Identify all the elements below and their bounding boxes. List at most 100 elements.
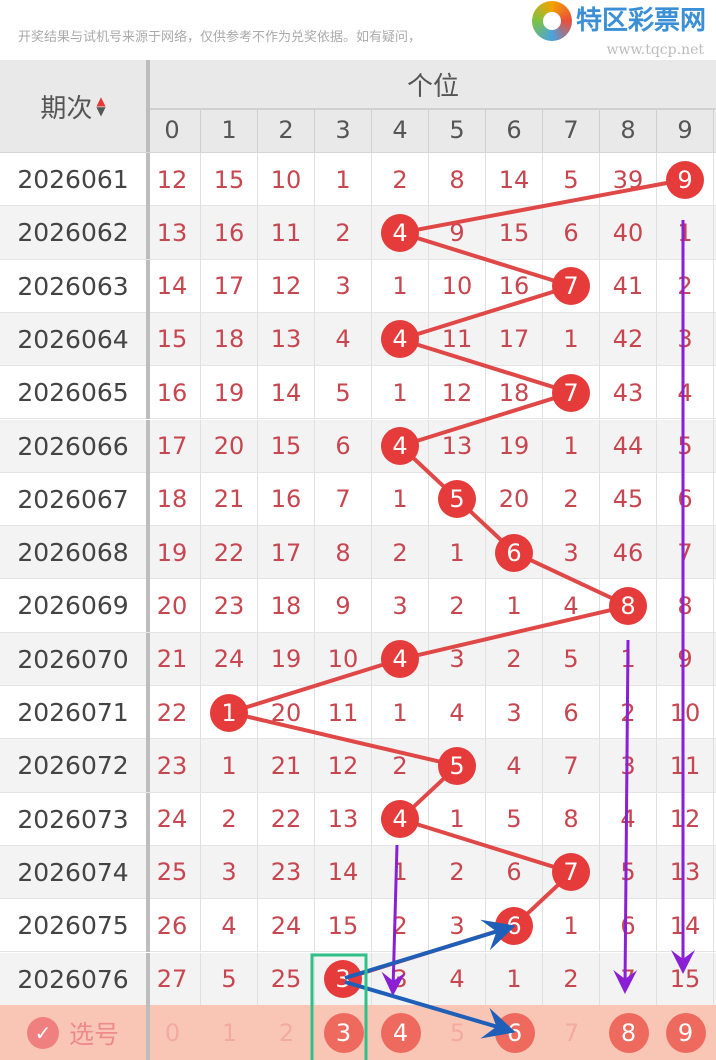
select-digit-5[interactable]: 5 bbox=[449, 1018, 466, 1047]
winning-digit-cell: 1 bbox=[201, 686, 258, 739]
digit-header-3: 3 bbox=[315, 108, 372, 152]
miss-count-cell: 4 bbox=[315, 312, 372, 366]
selected-digit-ball: 3 bbox=[323, 1012, 364, 1053]
miss-count-cell: 17 bbox=[144, 419, 201, 473]
winning-digit-cell: 6 bbox=[486, 899, 543, 953]
miss-count-cell: 43 bbox=[600, 366, 657, 420]
miss-count-cell: 24 bbox=[144, 792, 201, 846]
select-digit-2[interactable]: 2 bbox=[278, 1018, 295, 1047]
miss-count-cell: 12 bbox=[657, 792, 714, 846]
miss-count-cell: 8 bbox=[429, 153, 486, 206]
miss-count-cell: 21 bbox=[258, 739, 315, 793]
digit-header-9: 9 bbox=[657, 108, 714, 152]
table-row: 2026070 21 24 19 10 4 3 2 5 1 9 bbox=[0, 632, 716, 686]
select-digit-6[interactable]: 6 bbox=[486, 1005, 543, 1060]
winning-digit-cell: 7 bbox=[543, 259, 600, 313]
select-digit-1[interactable]: 1 bbox=[221, 1018, 238, 1047]
miss-count-cell: 7 bbox=[600, 952, 657, 1006]
miss-count-cell: 13 bbox=[258, 312, 315, 366]
winning-ball: 4 bbox=[381, 640, 419, 679]
period-sort-header[interactable]: 期次 ▲ ▼ bbox=[0, 60, 150, 152]
selected-digit-ball: 4 bbox=[380, 1012, 421, 1053]
miss-count-cell: 2 bbox=[543, 952, 600, 1006]
miss-count-cell: 19 bbox=[258, 632, 315, 686]
miss-count-cell: 1 bbox=[543, 419, 600, 473]
table-row: 2026069 20 23 18 9 3 2 1 4 8 8 bbox=[0, 579, 716, 633]
miss-count-cell: 17 bbox=[201, 259, 258, 313]
select-digit-7[interactable]: 7 bbox=[563, 1018, 580, 1047]
miss-count-cell: 18 bbox=[258, 579, 315, 633]
miss-count-cell: 20 bbox=[201, 419, 258, 473]
period-number: 2026067 bbox=[0, 472, 150, 526]
miss-count-cell: 15 bbox=[144, 312, 201, 366]
period-number: 2026063 bbox=[0, 259, 150, 313]
miss-count-cell: 12 bbox=[144, 153, 201, 206]
miss-count-cell: 22 bbox=[144, 686, 201, 739]
digit-header-0: 0 bbox=[144, 108, 201, 152]
winning-ball: 7 bbox=[552, 373, 590, 412]
miss-count-cell: 3 bbox=[486, 686, 543, 739]
select-digit-9[interactable]: 9 bbox=[657, 1005, 714, 1060]
miss-count-cell: 3 bbox=[201, 845, 258, 899]
winning-ball: 4 bbox=[381, 800, 419, 839]
miss-count-cell: 1 bbox=[315, 153, 372, 206]
select-digit-0[interactable]: 0 bbox=[164, 1018, 181, 1047]
select-digit-8[interactable]: 8 bbox=[600, 1005, 657, 1060]
table-row: 2026073 24 2 22 13 4 1 5 8 4 12 bbox=[0, 792, 716, 846]
table-row: 2026065 16 19 14 5 1 12 18 7 43 4 bbox=[0, 366, 716, 420]
miss-count-cell: 24 bbox=[258, 899, 315, 953]
select-digit-4[interactable]: 4 bbox=[372, 1005, 429, 1060]
miss-count-cell: 2 bbox=[315, 206, 372, 260]
miss-count-cell: 16 bbox=[201, 206, 258, 260]
miss-count-cell: 20 bbox=[144, 579, 201, 633]
select-label: 选号 bbox=[68, 1019, 119, 1049]
table-row: 2026074 25 3 23 14 1 2 6 7 5 13 bbox=[0, 845, 716, 900]
miss-count-cell: 42 bbox=[600, 312, 657, 366]
winning-ball: 4 bbox=[381, 213, 419, 252]
winning-digit-cell: 9 bbox=[657, 153, 714, 206]
logo-text: 特区彩票网 bbox=[575, 6, 706, 36]
miss-count-cell: 45 bbox=[600, 472, 657, 526]
miss-count-cell: 5 bbox=[600, 845, 657, 899]
period-number: 2026064 bbox=[0, 312, 150, 366]
table-row: 2026071 22 1 20 11 1 4 3 6 2 10 bbox=[0, 686, 716, 740]
winning-ball: 6 bbox=[495, 906, 533, 945]
digit-header-4: 4 bbox=[372, 108, 429, 152]
miss-count-cell: 11 bbox=[657, 739, 714, 793]
miss-count-cell: 3 bbox=[315, 259, 372, 313]
miss-count-cell: 7 bbox=[315, 472, 372, 526]
miss-count-cell: 5 bbox=[543, 153, 600, 206]
miss-count-cell: 14 bbox=[258, 366, 315, 420]
digit-header-8: 8 bbox=[600, 108, 657, 152]
miss-count-cell: 1 bbox=[429, 526, 486, 580]
period-number: 2026066 bbox=[0, 419, 150, 473]
winning-ball: 1 bbox=[210, 693, 248, 732]
miss-count-cell: 1 bbox=[372, 259, 429, 313]
miss-count-cell: 16 bbox=[258, 472, 315, 526]
miss-count-cell: 4 bbox=[429, 952, 486, 1006]
miss-count-cell: 1 bbox=[372, 366, 429, 420]
select-number-toggle[interactable]: ✓ 选号 bbox=[0, 1005, 150, 1060]
miss-count-cell: 25 bbox=[258, 952, 315, 1006]
miss-count-cell: 46 bbox=[600, 526, 657, 580]
miss-count-cell: 11 bbox=[315, 686, 372, 739]
period-number: 2026072 bbox=[0, 739, 150, 793]
winning-ball: 5 bbox=[438, 480, 476, 519]
miss-count-cell: 41 bbox=[600, 259, 657, 313]
sort-icon[interactable]: ▲ ▼ bbox=[96, 95, 105, 117]
miss-count-cell: 7 bbox=[543, 739, 600, 793]
miss-count-cell: 9 bbox=[429, 206, 486, 260]
selected-digit-ball: 9 bbox=[665, 1012, 706, 1053]
winning-ball: 6 bbox=[495, 533, 533, 572]
miss-count-cell: 14 bbox=[315, 845, 372, 899]
miss-count-cell: 19 bbox=[144, 526, 201, 580]
period-number: 2026071 bbox=[0, 686, 150, 739]
miss-count-cell: 17 bbox=[258, 526, 315, 580]
miss-count-cell: 1 bbox=[657, 206, 714, 260]
miss-count-cell: 3 bbox=[429, 632, 486, 686]
top-banner: 开奖结果与试机号来源于网络，仅供参考不作为兑奖依据。如有疑问， 特区彩票网 ww… bbox=[0, 0, 716, 60]
select-digit-3[interactable]: 3 bbox=[315, 1005, 372, 1060]
selected-digit-ball: 6 bbox=[494, 1012, 535, 1053]
